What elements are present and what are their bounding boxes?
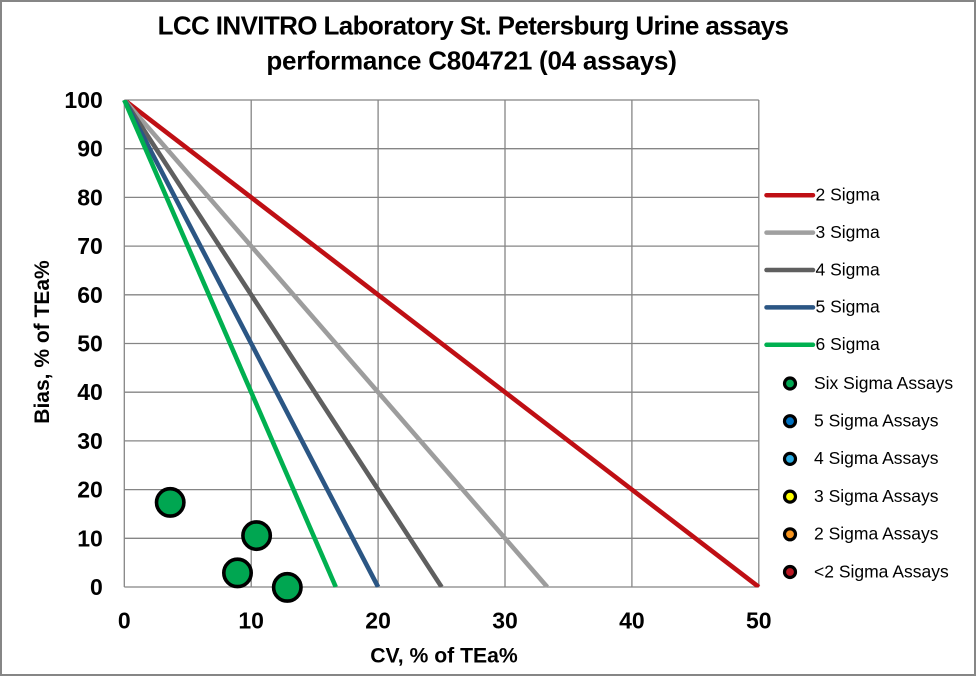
svg-text:4 Sigma Assays: 4 Sigma Assays (814, 448, 939, 468)
svg-text:80: 80 (77, 184, 103, 210)
svg-text:30: 30 (77, 428, 103, 454)
svg-text:10: 10 (238, 607, 264, 633)
svg-text:CV, % of TEa%: CV, % of TEa% (370, 645, 518, 668)
svg-text:20: 20 (365, 607, 391, 633)
svg-text:performance C804721 (04 assays: performance C804721 (04 assays) (266, 46, 676, 76)
svg-text:50: 50 (746, 607, 772, 633)
svg-text:70: 70 (77, 233, 103, 259)
svg-text:90: 90 (77, 136, 103, 162)
svg-text:LCC INVITRO Laboratory St. Pet: LCC INVITRO Laboratory St. Petersburg Ur… (158, 11, 789, 41)
svg-text:10: 10 (77, 525, 103, 551)
svg-text:0: 0 (90, 574, 103, 600)
svg-text:0: 0 (118, 607, 131, 633)
svg-text:2 Sigma: 2 Sigma (816, 185, 880, 205)
svg-text:4 Sigma: 4 Sigma (816, 259, 880, 279)
svg-text:3 Sigma: 3 Sigma (816, 222, 880, 242)
svg-text:30: 30 (492, 607, 518, 633)
svg-text:60: 60 (77, 282, 103, 308)
svg-text:2 Sigma Assays: 2 Sigma Assays (814, 524, 939, 544)
svg-text:<2 Sigma Assays: <2 Sigma Assays (814, 561, 949, 581)
svg-text:3 Sigma Assays: 3 Sigma Assays (814, 486, 939, 506)
svg-text:Six Sigma Assays: Six Sigma Assays (814, 373, 953, 393)
svg-text:6 Sigma: 6 Sigma (816, 334, 880, 354)
svg-text:50: 50 (77, 331, 103, 357)
svg-text:20: 20 (77, 477, 103, 503)
svg-text:5 Sigma: 5 Sigma (816, 297, 880, 317)
svg-text:Bias, % of TEa%: Bias, % of TEa% (31, 260, 54, 424)
svg-text:40: 40 (77, 379, 103, 405)
svg-text:100: 100 (64, 87, 102, 113)
svg-text:40: 40 (619, 607, 645, 633)
svg-text:5 Sigma Assays: 5 Sigma Assays (814, 411, 939, 431)
